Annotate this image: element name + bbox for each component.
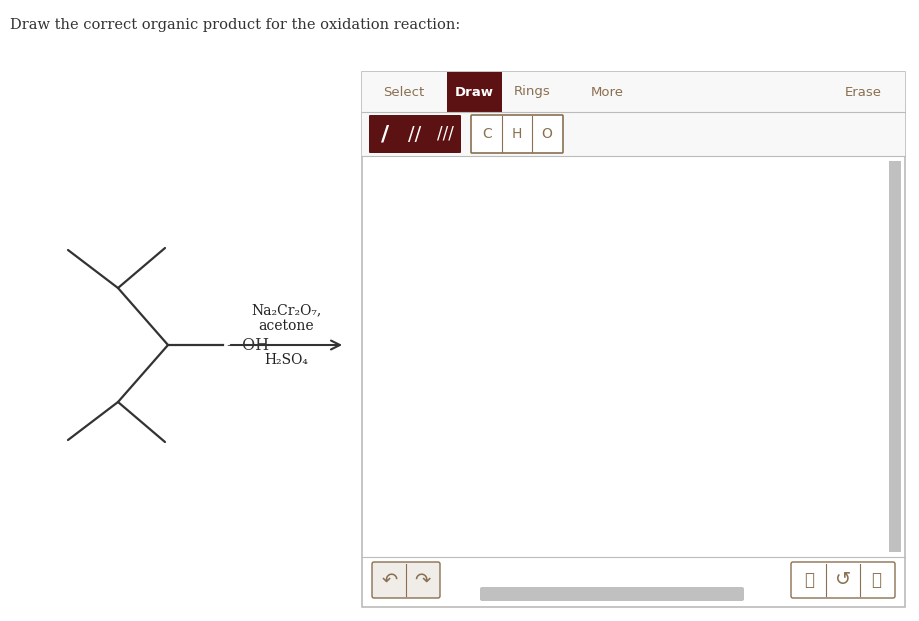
FancyBboxPatch shape	[471, 115, 562, 153]
Text: Draw: Draw	[455, 86, 494, 99]
Text: ↺: ↺	[834, 571, 850, 589]
Text: Rings: Rings	[513, 86, 550, 99]
FancyBboxPatch shape	[790, 562, 894, 598]
FancyBboxPatch shape	[369, 115, 460, 153]
Text: —OH: —OH	[226, 337, 269, 353]
Text: /: /	[380, 124, 389, 144]
Text: ↷: ↷	[414, 571, 430, 589]
Text: Select: Select	[383, 86, 425, 99]
Bar	[361, 72, 904, 607]
Text: acetone: acetone	[258, 319, 314, 333]
Bar	[447, 72, 502, 112]
Text: More: More	[590, 86, 623, 99]
Bar	[361, 72, 904, 112]
Text: H: H	[511, 127, 522, 141]
Bar	[361, 112, 904, 156]
Bar	[888, 161, 900, 552]
Text: H₂SO₄: H₂SO₄	[265, 353, 308, 367]
Text: Na₂Cr₂O₇,: Na₂Cr₂O₇,	[251, 303, 322, 317]
Text: ↶: ↶	[381, 571, 398, 589]
Text: 🔍: 🔍	[804, 571, 814, 589]
Text: Draw the correct organic product for the oxidation reaction:: Draw the correct organic product for the…	[10, 18, 459, 32]
Text: ///: ///	[437, 125, 453, 143]
Text: Erase: Erase	[844, 86, 880, 99]
FancyBboxPatch shape	[371, 562, 439, 598]
FancyBboxPatch shape	[480, 587, 743, 601]
Text: C: C	[482, 127, 492, 141]
Text: O: O	[541, 127, 551, 141]
Text: //: //	[408, 124, 421, 143]
Text: 🔍: 🔍	[870, 571, 880, 589]
